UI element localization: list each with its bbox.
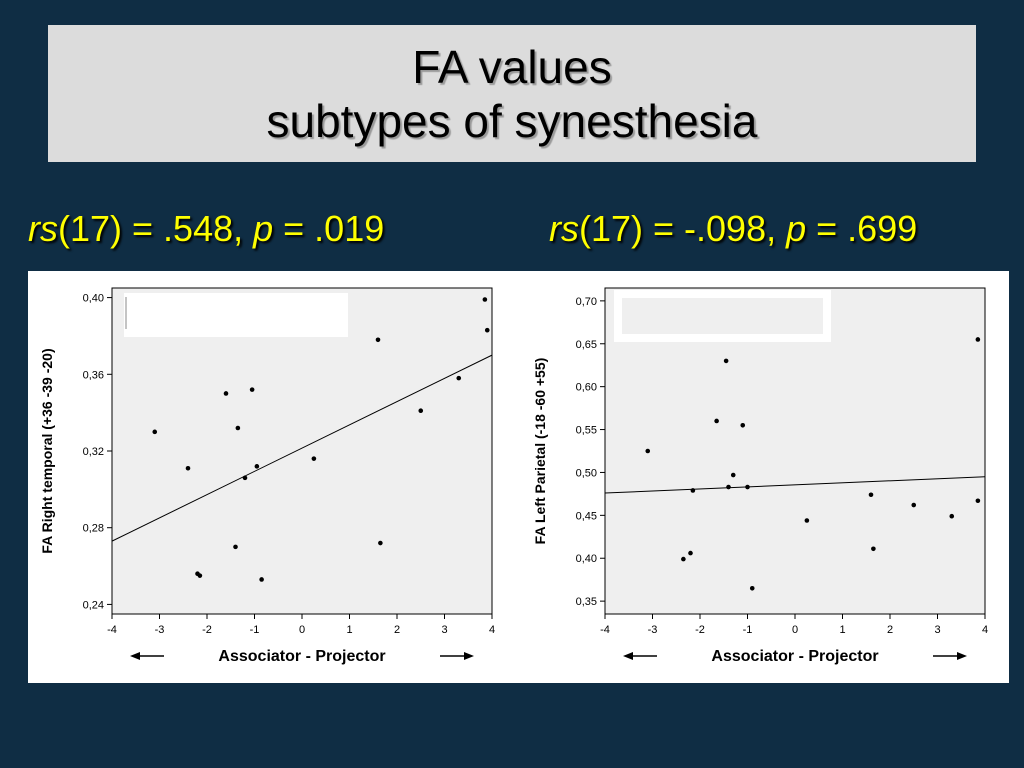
x-tick-label: -2 [695,624,705,636]
legend-inner [622,298,823,334]
chart-2: 0,35 0,40 0,45 0,50 0,55 0,60 0,65 0,70 -4 -3 -2 -1… [532,287,988,665]
data-point [185,465,191,471]
x-axis-label: Associator - Projector [218,648,385,665]
data-point [375,337,381,343]
data-point [745,484,750,490]
stat-left: rs(17) = .548, p = .019 [28,208,384,250]
y-tick-label: 0,35 [576,596,597,608]
y-tick-label: 0,45 [576,510,597,522]
y-tick-label: 0,55 [576,425,597,437]
x-tick-label: 3 [934,624,940,636]
x-tick-label: 3 [441,624,447,636]
plot-area [111,287,493,615]
x-tick-label: -3 [155,624,165,636]
data-point [949,513,955,519]
data-point [482,297,488,302]
scatter-charts: 0,24 0,28 0,32 0,36 0,40 -4 -3 -2 -1 0 1 2 3 4 FA Righ… [39,287,988,665]
x-tick-label: 1 [839,624,845,636]
y-axis-label: FA Left Parietal (-18 -60 +55) [532,358,548,545]
data-point [740,422,746,428]
x-tick-label: 2 [887,624,893,636]
data-point [484,327,490,333]
data-point [233,544,238,550]
stat-left-value: (17) = .548, [58,208,254,249]
x-arrow-left-head [623,652,633,660]
title-box: FA values subtypes of synesthesia [48,25,976,162]
stat-right-pvalue: = .699 [806,208,918,249]
data-point [456,375,462,381]
x-tick-label: 1 [346,624,352,636]
x-tick-label: -3 [648,624,658,636]
y-tick-label: 0,32 [83,446,104,458]
x-tick-label: -2 [202,624,212,636]
data-point [254,464,260,469]
data-point [723,358,729,364]
data-point [871,546,876,552]
data-point [242,475,248,481]
data-point [645,448,651,454]
stat-right-value: (17) = -.098, [579,208,787,249]
data-point [804,518,810,523]
x-arrow-left-head [130,652,140,660]
x-tick-label: 2 [394,624,400,636]
data-point [378,540,383,546]
y-axis-label: FA Right temporal (+36 -39 -20) [39,348,55,553]
x-arrow-right-head [464,652,474,660]
x-tick-label: 4 [982,624,988,636]
y-tick-label: 0,28 [83,523,104,535]
y-tick-label: 0,24 [83,599,104,611]
x-tick-label: 0 [792,624,798,636]
y-tick-label: 0,36 [83,369,104,381]
data-point [911,502,917,508]
data-point [749,585,755,591]
x-tick-label: -1 [743,624,753,636]
data-point [311,456,317,461]
x-tick-label: 0 [299,624,305,636]
data-point [249,387,255,392]
data-point [730,472,736,478]
fit-line [111,354,493,542]
data-point [975,498,981,504]
x-tick-label: -4 [107,624,117,636]
data-point [681,556,686,562]
data-point [235,425,241,431]
data-point [223,391,229,396]
x-axis-label: Associator - Projector [711,648,878,665]
stat-left-symbol: rs [28,208,58,249]
stat-right-p: p [786,208,807,249]
y-tick-label: 0,40 [576,553,597,565]
y-tick-label: 0,50 [576,467,597,479]
plot-area [604,287,986,615]
data-point [714,418,719,424]
y-tick-label: 0,60 [576,382,597,394]
stat-right-symbol: rs [549,208,579,249]
data-point [197,573,203,578]
data-point [726,484,731,490]
data-point [688,550,693,556]
stat-right: rs(17) = -.098, p = .699 [549,208,917,250]
slide-title: FA values [412,40,612,93]
legend-box [124,293,348,337]
data-point [690,488,696,493]
slide-subtitle: subtypes of synesthesia [266,94,758,147]
data-point [152,429,158,435]
y-tick-label: 0,40 [83,293,104,305]
chart-1: 0,24 0,28 0,32 0,36 0,40 -4 -3 -2 -1 0 1 2 3 4 FA Righ… [39,287,495,665]
data-point [418,408,424,414]
data-point [259,577,264,582]
x-arrow-right-head [957,652,967,660]
data-point [975,337,981,342]
fit-line [604,476,986,494]
x-tick-label: -4 [600,624,610,636]
stat-left-pvalue: = .019 [273,208,385,249]
x-tick-label: 4 [489,624,495,636]
stat-left-p: p [253,208,274,249]
figure-panel: 0,24 0,28 0,32 0,36 0,40 -4 -3 -2 -1 0 1 2 3 4 FA Righ… [28,271,1009,683]
data-point [868,492,874,498]
y-tick-label: 0,65 [576,339,597,351]
y-tick-label: 0,70 [576,296,597,308]
x-tick-label: -1 [250,624,260,636]
